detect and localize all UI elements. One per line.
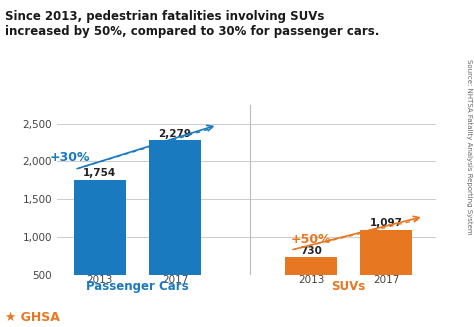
Bar [149,140,201,275]
Text: 730: 730 [300,246,322,256]
Text: 1,754: 1,754 [83,168,117,179]
Text: ★ GHSA: ★ GHSA [5,311,60,324]
Text: Since 2013, pedestrian fatalities involving SUVs
increased by 50%, compared to 3: Since 2013, pedestrian fatalities involv… [5,10,379,38]
Text: 1,097: 1,097 [370,218,402,228]
Text: 2,279: 2,279 [158,129,191,139]
Bar [285,257,337,275]
Text: 2013: 2013 [87,275,113,285]
Text: SUVs: SUVs [331,280,365,293]
Text: +50%: +50% [291,233,331,247]
Bar [360,230,412,275]
Text: 2017: 2017 [162,275,188,285]
Text: Passenger Cars: Passenger Cars [86,280,189,293]
Bar [74,180,126,275]
Text: Source: NHTSA Fatality Analysis Reporting System: Source: NHTSA Fatality Analysis Reportin… [465,59,472,235]
Text: 2013: 2013 [298,275,324,285]
Text: +30%: +30% [50,151,90,164]
Text: 2017: 2017 [373,275,399,285]
